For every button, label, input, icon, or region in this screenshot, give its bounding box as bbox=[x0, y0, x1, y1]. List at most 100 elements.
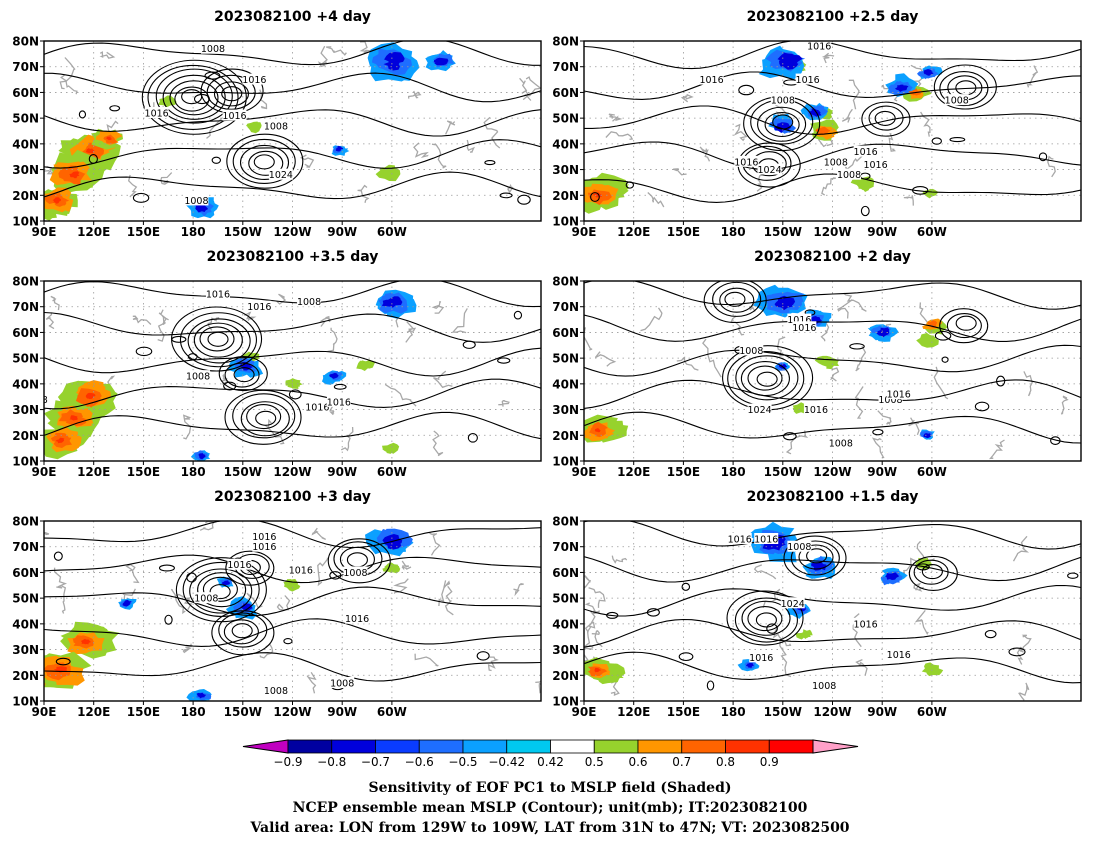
positive-low-shade bbox=[248, 123, 259, 132]
colorbar-swatch bbox=[506, 739, 551, 754]
lon-tick-label: 120E bbox=[77, 465, 110, 479]
negative-sensitivity-shade bbox=[886, 573, 897, 580]
lat-tick-label: 30N bbox=[12, 643, 39, 657]
positive-sensitivity-shade bbox=[589, 421, 608, 433]
lon-tick-label: 60W bbox=[377, 705, 407, 719]
lat-tick-label: 70N bbox=[552, 300, 579, 314]
isobar-label: 1016 bbox=[728, 535, 752, 546]
negative-sensitivity-shade bbox=[331, 373, 338, 377]
positive-sensitivity-shade bbox=[69, 415, 78, 421]
lat-tick-label: 50N bbox=[552, 112, 579, 126]
isobar-label: 1008 bbox=[24, 395, 48, 406]
colorbar-label: 0.5 bbox=[585, 755, 604, 769]
positive-low-shade bbox=[285, 581, 301, 592]
isobar-contours bbox=[44, 41, 541, 205]
colorbar-label: −0.42 bbox=[488, 755, 525, 769]
lon-tick-label: 120W bbox=[273, 705, 311, 719]
isobar-label: 1016 bbox=[222, 111, 246, 122]
colorbar-swatch bbox=[768, 739, 814, 754]
positive-sensitivity-shade bbox=[73, 635, 92, 644]
lon-tick-label: 120W bbox=[813, 225, 851, 239]
lat-tick-label: 80N bbox=[12, 275, 39, 289]
isobar-label: 1008 bbox=[829, 439, 853, 450]
lat-tick-label: 60N bbox=[552, 566, 579, 580]
lon-tick-label: 150W bbox=[764, 465, 802, 479]
negative-sensitivity-shade bbox=[196, 205, 205, 212]
caption-line-2: NCEP ensemble mean MSLP (Contour); unit(… bbox=[292, 800, 808, 816]
lat-tick-label: 60N bbox=[12, 326, 39, 340]
colorbar-swatch bbox=[375, 739, 420, 754]
isobar-label: 1008 bbox=[787, 542, 811, 553]
lon-tick-label: 60W bbox=[917, 465, 947, 479]
colorbar-label: −0.8 bbox=[317, 755, 346, 769]
lat-tick-label: 70N bbox=[12, 540, 39, 554]
isobar-label: 1016 bbox=[699, 75, 723, 86]
lat-tick-label: 80N bbox=[552, 275, 579, 289]
positive-sensitivity-shade bbox=[55, 438, 64, 444]
lon-tick-label: 90E bbox=[572, 705, 597, 719]
isobar-label: 1016 bbox=[854, 619, 878, 630]
isobar-label: 1016 bbox=[206, 289, 230, 300]
isobar-contours bbox=[44, 281, 541, 445]
lat-tick-label: 10N bbox=[12, 215, 39, 229]
colorbar-swatch bbox=[637, 739, 683, 754]
lat-tick-label: 50N bbox=[12, 352, 39, 366]
contour-labels: 10161016100810081016101610081008 bbox=[24, 287, 351, 414]
lon-tick-label: 180 bbox=[181, 225, 206, 239]
lon-tick-label: 150E bbox=[127, 465, 160, 479]
lat-tick-label: 70N bbox=[12, 60, 39, 74]
negative-sensitivity-shade bbox=[748, 663, 754, 667]
lat-tick-label: 30N bbox=[552, 163, 579, 177]
isobar-label: 1008 bbox=[297, 297, 321, 308]
lon-tick-label: 150E bbox=[667, 225, 700, 239]
panel-title: 2023082100 +3 day bbox=[214, 489, 371, 505]
lat-tick-label: 40N bbox=[552, 617, 579, 631]
lat-tick-label: 80N bbox=[12, 35, 39, 49]
lon-tick-label: 90W bbox=[867, 705, 897, 719]
lon-tick-label: 60W bbox=[917, 225, 947, 239]
panel-title: 2023082100 +2.5 day bbox=[747, 9, 919, 25]
colorbar-label: 0.8 bbox=[716, 755, 735, 769]
lat-tick-label: 20N bbox=[552, 669, 579, 683]
lat-tick-label: 40N bbox=[12, 377, 39, 391]
lon-tick-label: 60W bbox=[377, 465, 407, 479]
isobar-label: 1016 bbox=[887, 390, 911, 401]
isobar-label: 1016 bbox=[734, 157, 758, 168]
lat-tick-label: 10N bbox=[552, 695, 579, 709]
lat-tick-label: 50N bbox=[552, 592, 579, 606]
lon-tick-label: 90E bbox=[32, 225, 57, 239]
isobar-label: 1008 bbox=[194, 594, 218, 605]
lat-tick-label: 70N bbox=[12, 300, 39, 314]
colorbar-label: −0.9 bbox=[273, 755, 302, 769]
lat-tick-label: 40N bbox=[552, 137, 579, 151]
lon-tick-label: 90E bbox=[572, 465, 597, 479]
isobar-label: 1016 bbox=[252, 542, 276, 553]
caption-line-3: Valid area: LON from 129W to 109W, LAT f… bbox=[250, 820, 850, 836]
lat-tick-label: 70N bbox=[552, 540, 579, 554]
lat-tick-label: 30N bbox=[552, 403, 579, 417]
isobar-label: 1008 bbox=[264, 121, 288, 132]
lat-tick-label: 40N bbox=[12, 137, 39, 151]
lon-tick-label: 120W bbox=[813, 705, 851, 719]
isobar-label: 1016 bbox=[305, 403, 329, 414]
grid-lines bbox=[44, 41, 541, 221]
panel-title: 2023082100 +4 day bbox=[214, 9, 371, 25]
colorbar-swatch bbox=[462, 739, 508, 754]
isobar-label: 1008 bbox=[812, 681, 836, 692]
lat-tick-label: 50N bbox=[552, 352, 579, 366]
isobar-label: 1016 bbox=[345, 614, 369, 625]
positive-sensitivity-shade bbox=[53, 666, 63, 672]
lon-tick-label: 180 bbox=[721, 465, 746, 479]
negative-sensitivity-shade bbox=[780, 364, 788, 369]
lat-tick-label: 20N bbox=[12, 669, 39, 683]
positive-low-shade bbox=[856, 178, 872, 190]
lon-tick-label: 90W bbox=[327, 465, 357, 479]
isobar-label: 1008 bbox=[330, 679, 354, 690]
isobar-label: 1024 bbox=[781, 599, 805, 610]
positive-sensitivity-shade bbox=[85, 393, 95, 400]
map-body: 100810161016101610081024100810081016 bbox=[44, 41, 541, 221]
